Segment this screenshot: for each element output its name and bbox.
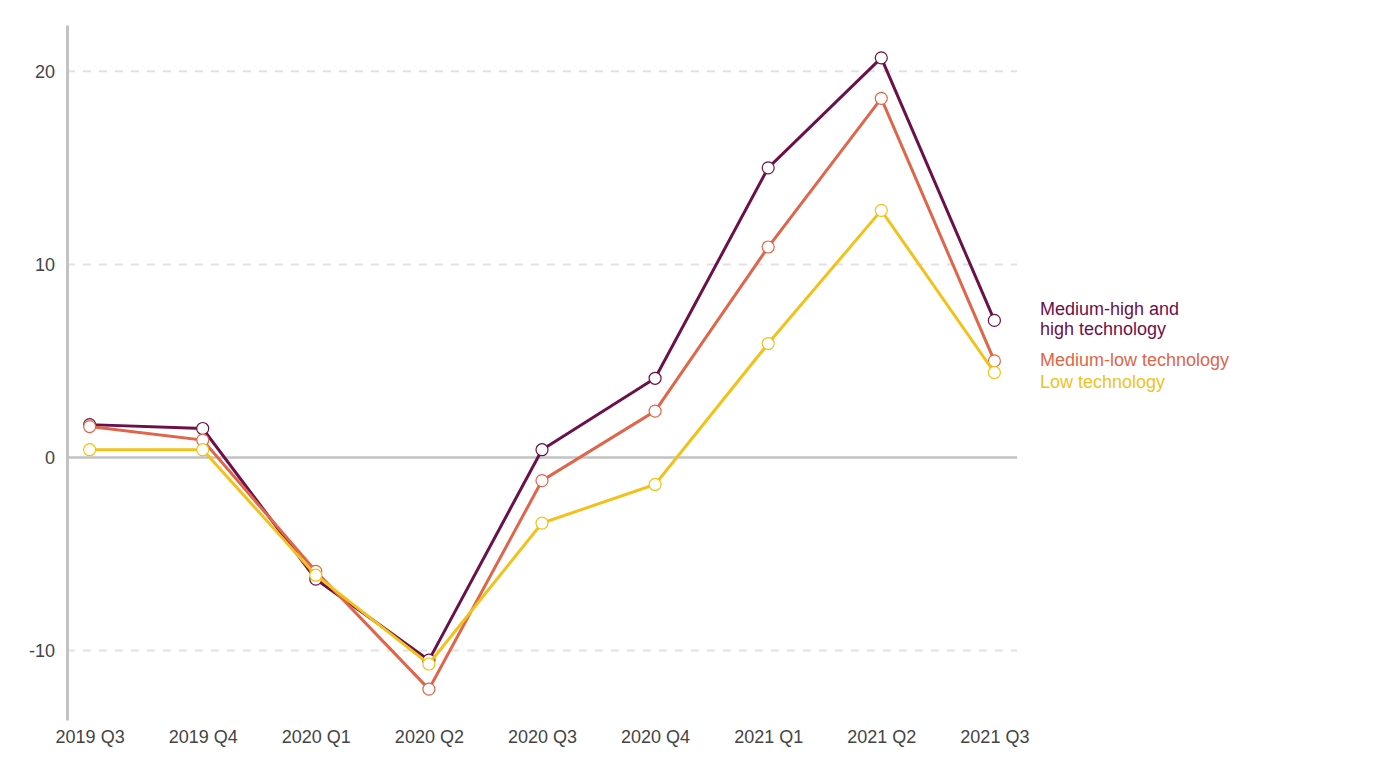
series-marker [988, 314, 1000, 326]
y-tick: -10 [29, 641, 67, 661]
x-tick-label: 2019 Q3 [56, 727, 125, 747]
series-marker [762, 338, 774, 350]
series-marker [762, 241, 774, 253]
series-marker [197, 422, 209, 434]
y-tick-label: 10 [35, 255, 55, 275]
x-tick: 2020 Q4 [621, 727, 690, 747]
x-tick-label: 2020 Q1 [282, 727, 351, 747]
x-tick-label: 2020 Q4 [621, 727, 690, 747]
grid-line [67, 70, 1017, 72]
x-tick: 2020 Q1 [282, 727, 351, 747]
grid-line [67, 650, 1017, 652]
x-tick: 2021 Q3 [960, 727, 1029, 747]
series-marker [875, 52, 887, 64]
legend: Medium-high andhigh technology Medium-low… [1040, 299, 1229, 392]
series-line [90, 98, 995, 689]
series-marker [84, 444, 96, 456]
series-marker [649, 478, 661, 490]
plot-area [84, 52, 1001, 695]
legend-label: Low technology [1040, 372, 1165, 392]
y-tick: 10 [35, 255, 67, 275]
series-marker [84, 421, 96, 433]
x-tick: 2019 Q3 [56, 727, 125, 747]
x-tick-label: 2020 Q3 [508, 727, 577, 747]
x-axis: 2019 Q3 2019 Q4 2020 Q1 2020 Q2 2020 Q3 2020 … [56, 727, 1030, 747]
y-tick-label: 20 [35, 62, 55, 82]
y-tick-label: 0 [45, 448, 55, 468]
x-tick-label: 2021 Q3 [960, 727, 1029, 747]
legend-label: Medium-high andhigh technology [1040, 299, 1179, 339]
y-tick-label: -10 [29, 641, 55, 661]
series-marker [310, 569, 322, 581]
y-tick: 20 [35, 62, 67, 82]
x-tick: 2020 Q2 [395, 727, 464, 747]
x-tick-label: 2019 Q4 [169, 727, 238, 747]
series-marker [649, 405, 661, 417]
series-marker [649, 372, 661, 384]
y-axis-line [66, 26, 69, 721]
series-marker [762, 162, 774, 174]
y-tick: 0 [45, 448, 67, 468]
legend-label: Medium-low technology [1040, 350, 1229, 370]
series-marker [423, 658, 435, 670]
series-marker [536, 475, 548, 487]
series-marker [536, 517, 548, 529]
x-tick-label: 2020 Q2 [395, 727, 464, 747]
series-marker [875, 92, 887, 104]
x-tick-label: 2021 Q1 [734, 727, 803, 747]
series-marker [988, 367, 1000, 379]
x-tick: 2021 Q1 [734, 727, 803, 747]
series-marker [423, 683, 435, 695]
x-tick-label: 2021 Q2 [847, 727, 916, 747]
chart: -10 0 10 20 2019 Q3 2019 Q4 2020 Q1 2020 Q2 2020… [0, 0, 1384, 779]
y-axis: -10 0 10 20 [29, 26, 68, 721]
series-line [90, 210, 995, 664]
series-marker [875, 204, 887, 216]
series-marker [197, 444, 209, 456]
grid-line [67, 263, 1017, 265]
series-line [90, 58, 995, 660]
x-tick: 2021 Q2 [847, 727, 916, 747]
grid [67, 71, 1017, 650]
series-marker [536, 444, 548, 456]
x-tick: 2019 Q4 [169, 727, 238, 747]
x-tick: 2020 Q3 [508, 727, 577, 747]
